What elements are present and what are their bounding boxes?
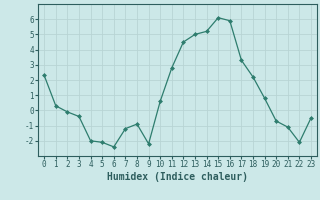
- X-axis label: Humidex (Indice chaleur): Humidex (Indice chaleur): [107, 172, 248, 182]
